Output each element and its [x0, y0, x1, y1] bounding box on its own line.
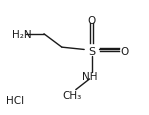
Text: CH₃: CH₃ [62, 91, 81, 100]
Text: O: O [120, 46, 129, 56]
Text: H₂N: H₂N [12, 30, 32, 39]
Text: NH: NH [82, 71, 97, 81]
Text: O: O [87, 16, 96, 26]
Text: S: S [88, 46, 95, 56]
Text: HCl: HCl [6, 95, 24, 105]
